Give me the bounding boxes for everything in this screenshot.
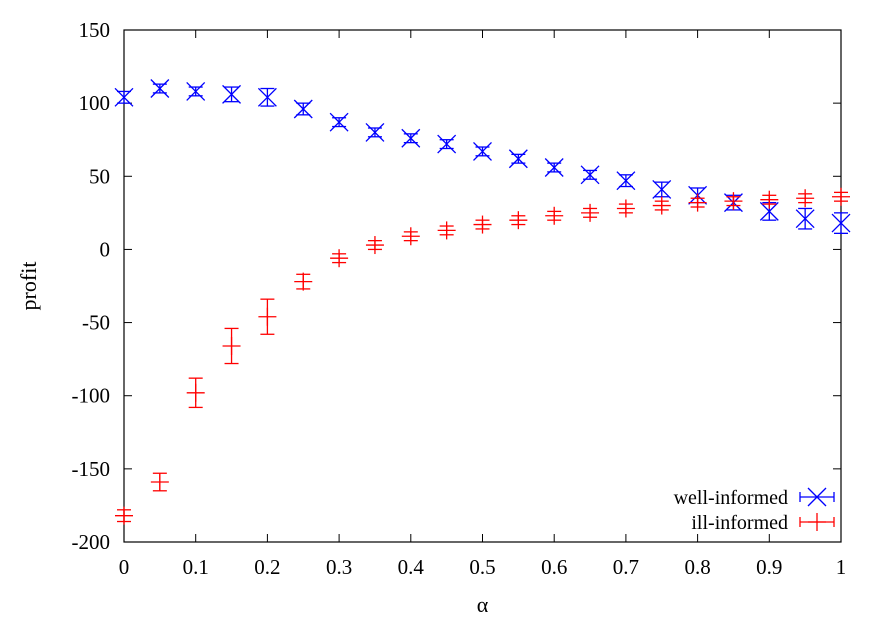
x-tick-label: 0.4: [398, 555, 425, 579]
data-point: [759, 201, 779, 221]
legend-label-well-informed: well-informed: [674, 487, 788, 509]
data-point: [580, 165, 600, 185]
data-point: [294, 272, 313, 291]
y-tick-label: 150: [79, 18, 111, 42]
data-point: [473, 141, 492, 161]
axis-ticks: 0 0.1 0.2 0.3 0.4 0.5 0.6 0.7 0.8 0.9 1 150 100 50 0 -5…: [72, 18, 847, 579]
legend-swatches: [799, 487, 835, 531]
legend-swatch-ill-informed: [799, 513, 835, 531]
data-point: [652, 196, 671, 215]
data-point: [581, 203, 600, 222]
data-point: [293, 99, 313, 119]
data-point: [257, 87, 277, 107]
data-point: [509, 211, 528, 230]
y-tick-label: 50: [89, 164, 110, 188]
legend-marker: [808, 513, 826, 531]
data-point: [115, 506, 133, 525]
data-point: [222, 336, 241, 355]
data-point: [186, 383, 205, 402]
y-tick-label: 0: [100, 237, 111, 261]
x-tick-label: 0.2: [254, 555, 280, 579]
series-well-informed: [114, 79, 851, 234]
data-point: [831, 213, 851, 233]
x-tick-label: 0.7: [613, 555, 639, 579]
data-point: [329, 112, 349, 132]
x-tick-label: 0.9: [756, 555, 782, 579]
data-point: [545, 206, 564, 225]
data-point: [401, 227, 420, 246]
data-point: [365, 122, 385, 142]
x-tick-label: 0.6: [541, 555, 567, 579]
data-point: [258, 307, 277, 326]
data-point: [401, 128, 421, 148]
data-point: [796, 189, 815, 208]
x-tick-label: 0.8: [684, 555, 710, 579]
data-point: [724, 192, 743, 211]
plot-frame: [123, 29, 842, 543]
y-tick-label: -150: [72, 457, 111, 481]
data-point: [186, 81, 206, 101]
legend-swatch-well-informed: [799, 487, 835, 507]
data-point: [616, 199, 635, 218]
data-point: [688, 193, 707, 212]
legend-label-ill-informed: ill-informed: [691, 512, 788, 534]
data-point: [508, 149, 528, 169]
series-ill-informed: [115, 187, 850, 525]
y-tick-label: -100: [72, 384, 111, 408]
y-tick-label: -200: [72, 530, 111, 554]
data-point: [150, 79, 170, 98]
data-point: [150, 473, 169, 492]
legend: well-informed ill-informed: [674, 487, 835, 534]
data-point: [616, 171, 636, 191]
data-point: [795, 209, 815, 229]
x-axis-label: α: [477, 592, 489, 617]
data-point: [365, 236, 384, 255]
data-point: [760, 190, 779, 209]
data-point: [652, 179, 672, 199]
series-layer: [114, 79, 851, 525]
data-point: [222, 84, 242, 104]
data-point: [473, 215, 492, 234]
y-axis-label: profit: [16, 262, 41, 311]
data-point: [330, 249, 349, 268]
data-point: [832, 187, 850, 206]
x-tick-label: 0.1: [183, 555, 209, 579]
y-tick-label: 100: [79, 91, 111, 115]
data-point: [437, 221, 456, 240]
y-tick-label: -50: [82, 311, 110, 335]
data-point: [437, 134, 457, 154]
x-tick-label: 1: [836, 555, 847, 579]
x-tick-label: 0.5: [469, 555, 495, 579]
x-tick-label: 0.3: [326, 555, 352, 579]
data-point: [544, 158, 564, 177]
legend-marker: [807, 487, 827, 507]
x-tick-label: 0: [119, 555, 130, 579]
data-point: [114, 87, 134, 107]
